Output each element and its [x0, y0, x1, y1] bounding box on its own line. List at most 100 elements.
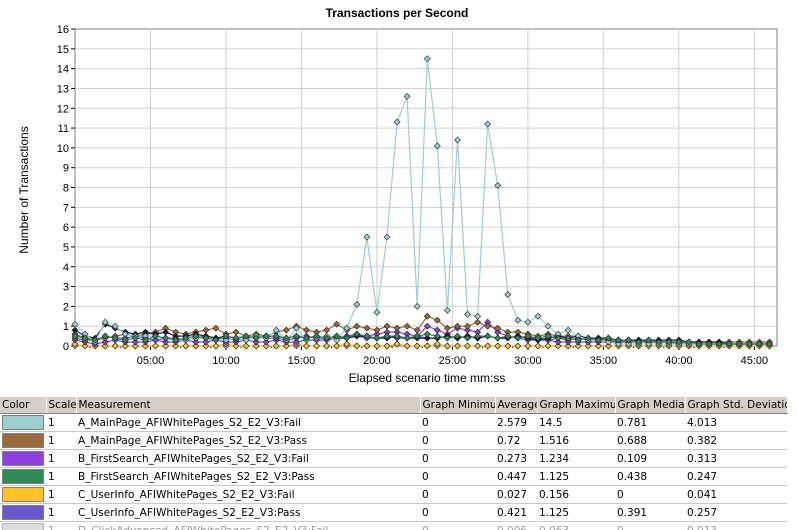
graph-median-cell: 0.391 — [615, 503, 685, 522]
data-point — [534, 342, 542, 350]
data-point — [725, 340, 733, 348]
color-swatch — [2, 415, 44, 430]
data-point — [454, 136, 461, 144]
scale-cell: 1 — [46, 503, 76, 522]
data-point — [544, 342, 552, 350]
data-point — [363, 332, 371, 340]
data-point — [101, 338, 109, 346]
col-color[interactable]: Color — [0, 397, 47, 414]
data-point — [494, 342, 502, 350]
graph-minimum-cell: 0 — [420, 467, 495, 486]
table-row[interactable]: 1 B_FirstSearch_AFIWhitePages_S2_E2_V3:Fa… — [0, 449, 787, 468]
graph-std-deviation-cell: 0.257 — [685, 503, 787, 522]
y-tick-label: 14 — [57, 64, 69, 76]
data-point — [454, 342, 461, 350]
data-point — [242, 342, 250, 350]
data-point — [373, 308, 381, 316]
col-scale[interactable]: Scale — [46, 397, 77, 414]
data-point — [735, 340, 743, 348]
average-cell: 0.273 — [495, 449, 537, 468]
data-point — [131, 338, 139, 346]
data-point — [625, 340, 632, 348]
table-row[interactable]: 1 B_FirstSearch_AFIWhitePages_S2_E2_V3:Pa… — [0, 467, 787, 486]
data-point — [363, 342, 371, 350]
x-axis-label: Elapsed scenario time mm:ss — [349, 371, 506, 385]
average-cell: 2.579 — [495, 413, 537, 432]
y-tick-label: 10 — [57, 143, 69, 155]
graph-median-cell: 0.688 — [615, 431, 685, 450]
data-point — [353, 330, 361, 338]
data-point — [403, 92, 411, 100]
data-point — [413, 302, 421, 310]
data-point — [252, 338, 260, 346]
data-point — [423, 330, 431, 338]
data-point — [333, 342, 341, 350]
data-point — [252, 334, 260, 342]
table-row[interactable]: 1 C_UserInfo_AFIWhitePages_S2_E2_V3:Fail 0… — [0, 485, 787, 504]
data-point — [383, 233, 391, 241]
data-point — [333, 320, 341, 328]
graph-std-deviation-cell: 4.013 — [685, 413, 787, 432]
data-point — [172, 336, 180, 344]
data-point — [403, 342, 411, 350]
col-graph-minimum[interactable]: Graph Minimum — [420, 397, 496, 414]
data-point — [625, 336, 632, 344]
col-average[interactable]: Average — [495, 397, 538, 414]
col-graph-maximum[interactable]: Graph Maximum — [537, 397, 616, 414]
data-point — [484, 342, 492, 350]
graph-std-deviation-cell: 0.041 — [685, 485, 787, 504]
data-point — [433, 340, 441, 348]
data-point — [343, 340, 351, 348]
data-point — [464, 342, 471, 350]
chart-title: Transactions per Second — [326, 6, 469, 20]
col-measurement[interactable]: Measurement — [76, 397, 421, 414]
data-point — [665, 338, 673, 346]
col-graph-std-deviation[interactable]: Graph Std. Deviation — [685, 397, 788, 414]
table-row[interactable]: 1 A_MainPage_AFIWhitePages_S2_E2_V3:Pass 0… — [0, 431, 787, 450]
data-point — [615, 336, 622, 344]
data-point — [242, 332, 250, 340]
data-point — [443, 306, 451, 314]
data-point — [514, 316, 522, 324]
data-point — [393, 340, 401, 348]
data-point — [121, 342, 129, 350]
col-graph-median[interactable]: Graph Median — [615, 397, 686, 414]
y-tick-label: 2 — [63, 301, 69, 313]
data-point — [474, 342, 482, 350]
graph-maximum-cell: 1.125 — [537, 467, 615, 486]
x-tick-label: 40:00 — [665, 355, 693, 367]
graph-minimum-cell: 0 — [420, 431, 495, 450]
data-point — [755, 340, 763, 348]
graph-median-cell: 0.109 — [615, 449, 685, 468]
table-row[interactable]: 1D_ClickAdvanced_AFIWhitePages_S2_E2_V3:… — [0, 521, 787, 530]
data-point — [101, 318, 109, 326]
data-point — [152, 336, 159, 344]
scale-cell: 1 — [46, 413, 76, 432]
scale-cell: 1 — [46, 467, 76, 486]
measurement-cell: B_FirstSearch_AFIWhitePages_S2_E2_V3:Pas… — [76, 467, 420, 486]
table-row[interactable]: 1 A_MainPage_AFIWhitePages_S2_E2_V3:Fail 0… — [0, 413, 787, 432]
data-point — [594, 342, 602, 350]
graph-minimum-cell: 0 — [420, 449, 495, 468]
color-cell — [0, 467, 46, 486]
color-cell — [0, 521, 46, 530]
y-tick-label: 1 — [63, 321, 69, 333]
series-line — [74, 333, 770, 345]
data-point — [504, 291, 512, 298]
data-point — [524, 332, 532, 340]
table-header-row: Color Scale Measurement Graph Minimum Av… — [0, 397, 788, 414]
measurement-cell: D_ClickAdvanced_AFIWhitePages_S2_E2_V3:F… — [76, 521, 420, 530]
data-point — [383, 332, 391, 340]
data-point — [443, 342, 451, 350]
data-point — [162, 338, 170, 346]
data-point — [303, 334, 310, 342]
table-row[interactable]: 1 C_UserInfo_AFIWhitePages_S2_E2_V3:Pass 0… — [0, 503, 787, 522]
data-point — [705, 340, 713, 348]
data-point — [484, 332, 492, 340]
data-point — [242, 336, 250, 344]
data-point — [131, 342, 139, 350]
data-point — [142, 342, 149, 350]
data-point — [262, 342, 270, 350]
data-point — [282, 326, 290, 334]
series-4 — [71, 330, 773, 348]
